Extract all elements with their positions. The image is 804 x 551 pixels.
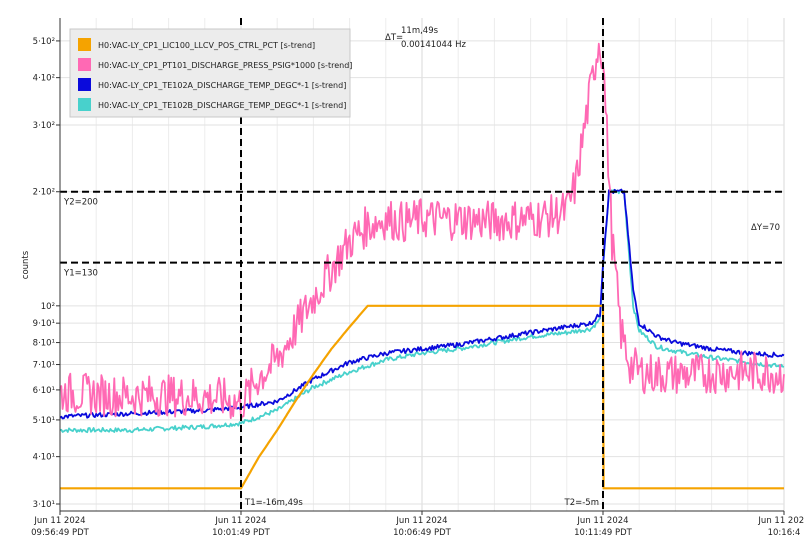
- legend-label-2: H0:VAC-LY_CP1_PT101_DISCHARGE_PRESS_PSIG…: [98, 61, 352, 70]
- series-line-4: [59, 189, 785, 434]
- legend-label-1: H0:VAC-LY_CP1_LIC100_LLCV_POS_CTRL_PCT […: [98, 41, 315, 50]
- y-tick-label: 6·10¹: [33, 386, 55, 396]
- x-tick-date: Jun 11 2024: [757, 516, 804, 526]
- delta-t-prefix: ΔT=: [385, 33, 403, 43]
- cursor-annotations: T1=-16m,49s T2=-5m Y2=200 Y1=130 ΔY=70 ΔT=11m…: [63, 26, 780, 508]
- cursor-y1-label: Y1=130: [63, 269, 98, 279]
- x-tick-date: Jun 11 2024: [214, 516, 266, 526]
- legend[interactable]: H0:VAC-LY_CP1_LIC100_LLCV_POS_CTRL_PCT […: [69, 28, 352, 118]
- y-tick-label: 5·10¹: [33, 416, 55, 426]
- series-line-3: [59, 188, 785, 420]
- y-tick-label: 10²: [41, 302, 55, 312]
- x-tick-time: 09:56:49 PDT: [31, 528, 90, 538]
- delta-t-frequency: 0.00141044 Hz: [401, 40, 466, 50]
- y-tick-label: 4·10¹: [33, 453, 55, 463]
- y-tick-label: 3·10²: [33, 121, 55, 131]
- cursor-t2-label: T2=-5m: [564, 498, 599, 508]
- y-tick-label: 7·10¹: [33, 361, 55, 371]
- legend-box: [69, 28, 351, 118]
- x-tick-time: 10:16:4: [768, 528, 801, 538]
- legend-swatch-1: [78, 38, 91, 51]
- y-tick-label: 2·10²: [33, 188, 55, 198]
- x-tick-time: 10:11:49 PDT: [574, 528, 633, 538]
- y-tick-label: 3·10¹: [33, 500, 55, 510]
- x-tick-date: Jun 11 2024: [33, 516, 85, 526]
- y-axis-label: counts: [21, 250, 31, 279]
- tick-labels: 3·10¹ 4·10¹ 5·10¹ 6·10¹ 7·10¹ 8·10¹ 9·10¹ 10² 2·…: [31, 37, 804, 538]
- x-tick-date: Jun 11 2024: [395, 516, 447, 526]
- axes-group: [56, 18, 785, 515]
- cursor-t1-label: T1=-16m,49s: [244, 498, 303, 508]
- legend-label-3: H0:VAC-LY_CP1_TE102A_DISCHARGE_TEMP_DEGC…: [98, 81, 346, 90]
- series-line-1: [60, 304, 784, 490]
- x-tick-time: 10:01:49 PDT: [212, 528, 271, 538]
- series-group: [59, 42, 785, 490]
- delta-y-label: ΔY=70: [751, 223, 780, 233]
- delta-t-value: 11m,49s: [401, 26, 439, 36]
- series-line-2: [59, 42, 785, 421]
- legend-swatch-4: [78, 98, 91, 111]
- legend-label-4: H0:VAC-LY_CP1_TE102B_DISCHARGE_TEMP_DEGC…: [98, 101, 346, 110]
- legend-swatch-2: [78, 58, 91, 71]
- x-tick-date: Jun 11 2024: [576, 516, 628, 526]
- legend-swatch-3: [78, 78, 91, 91]
- y-tick-label: 9·10¹: [33, 319, 55, 329]
- y-tick-label: 4·10²: [33, 74, 55, 84]
- y-tick-label: 8·10¹: [33, 339, 55, 349]
- y-tick-label: 5·10²: [33, 37, 55, 47]
- x-tick-time: 10:06:49 PDT: [393, 528, 452, 538]
- cursor-y2-label: Y2=200: [63, 198, 98, 208]
